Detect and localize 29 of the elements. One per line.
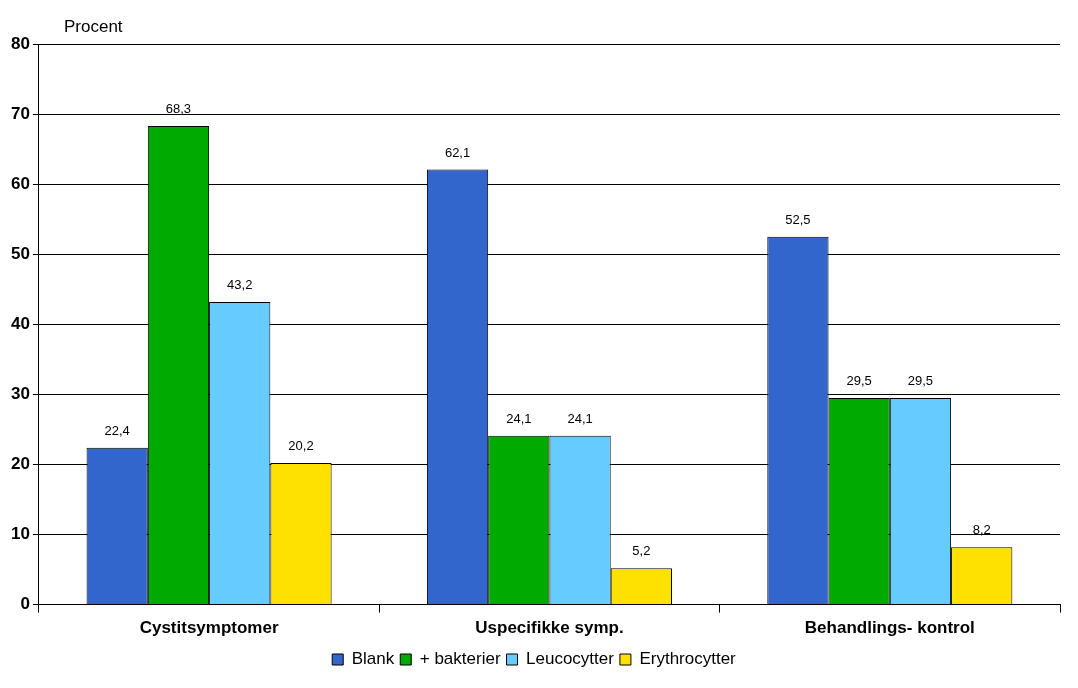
x-tick-label: Cystitsymptomer: [139, 618, 279, 638]
data-label: 52,5: [785, 211, 811, 227]
x-tick-label: Behandlings- kontrol: [804, 618, 975, 638]
data-label: 5,2: [632, 543, 651, 559]
data-label: 24,1: [506, 410, 532, 426]
data-label: 20,2: [288, 438, 314, 454]
legend-label: + bakterier: [419, 649, 501, 669]
y-tick-label: 20: [10, 454, 30, 474]
data-label: 22,4: [104, 422, 130, 438]
y-tick-label: 10: [10, 524, 30, 544]
y-tick-label: 40: [10, 313, 30, 333]
y-tick-label: 30: [10, 384, 30, 404]
y-tick-label: 80: [10, 33, 30, 53]
data-label: 24,1: [567, 410, 593, 426]
y-tick-label: 0: [20, 594, 30, 614]
data-label: 62,1: [444, 144, 471, 160]
data-label: 29,5: [907, 372, 934, 388]
data-label: 29,5: [846, 372, 872, 388]
y-tick-label: 70: [10, 103, 30, 123]
legend-label: Erythrocytter: [639, 649, 737, 669]
y-axis-title: Procent: [64, 17, 123, 37]
y-tick-label: 60: [10, 173, 30, 193]
legend-label: Leucocytter: [526, 649, 615, 669]
data-label: 68,3: [165, 101, 192, 117]
y-tick-label: 50: [10, 243, 30, 263]
data-label: 8,2: [972, 522, 991, 538]
legend-label: Blank: [351, 649, 395, 669]
data-label: 43,2: [227, 276, 253, 292]
x-tick-label: Uspecifikke symp.: [475, 618, 624, 638]
